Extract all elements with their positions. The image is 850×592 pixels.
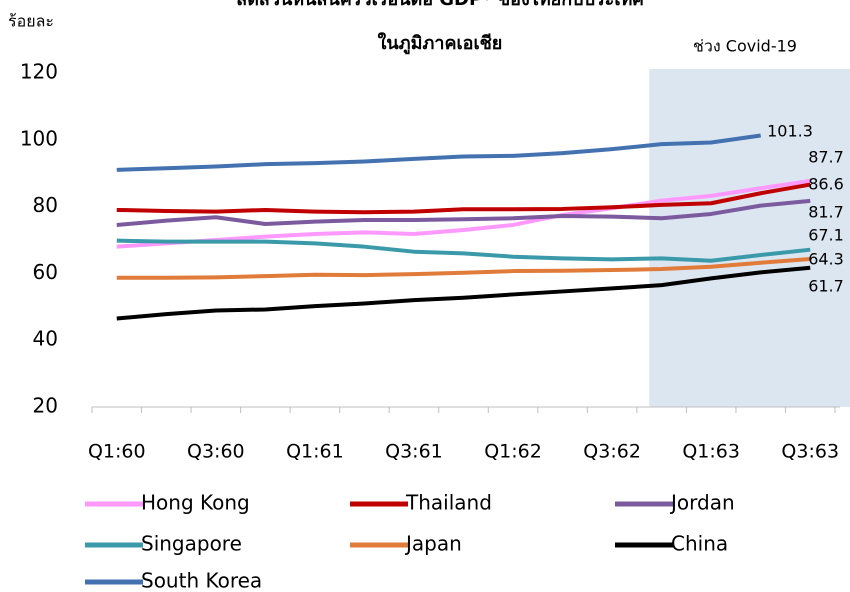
chart-title: สัดส่วนหนี้สินครัวเรือนต่อ GDP* ของไทยกั… — [236, 0, 644, 10]
x-tick-label: Q3:61 — [385, 441, 443, 463]
x-tick-label: Q3:60 — [187, 441, 245, 463]
covid-shade — [649, 69, 850, 407]
y-tick-label: 100 — [20, 126, 58, 150]
y-tick-label: 60 — [33, 260, 58, 284]
series-line — [116, 257, 811, 280]
x-tick-label: Q1:63 — [682, 441, 740, 463]
legend-label: Japan — [404, 532, 462, 556]
legend-label: Jordan — [669, 491, 735, 515]
legend-label: Singapore — [141, 532, 242, 556]
data-label: 86.6 — [808, 175, 844, 194]
legend-label: China — [671, 532, 728, 556]
data-label: 87.7 — [808, 148, 844, 167]
x-tick-label: Q1:61 — [286, 441, 344, 463]
y-tick-label: 40 — [33, 327, 58, 351]
series-line — [116, 238, 811, 263]
data-label: 64.3 — [808, 250, 844, 269]
y-tick-label: 120 — [20, 60, 58, 84]
legend-label: South Korea — [141, 569, 262, 592]
annotation: ช่วง Covid-19 — [693, 37, 797, 56]
x-tick-label: Q1:60 — [88, 441, 146, 463]
legend-label: Thailand — [405, 491, 492, 515]
data-label: 81.7 — [808, 203, 844, 222]
legend-label: Hong Kong — [141, 491, 250, 515]
data-label: 101.3 — [767, 122, 813, 141]
y-axis-label: ร้อยละ — [8, 12, 54, 31]
series-line — [116, 178, 811, 249]
series-line — [116, 182, 811, 215]
y-tick-label: 80 — [33, 193, 58, 217]
chart-title: ในภูมิภาคเอเชีย — [378, 32, 503, 55]
x-tick-label: Q3:63 — [781, 441, 839, 463]
series-line — [116, 265, 811, 321]
x-tick-label: Q3:62 — [583, 441, 641, 463]
y-tick-label: 20 — [33, 394, 58, 418]
data-label: 67.1 — [808, 226, 844, 245]
x-tick-label: Q1:62 — [484, 441, 542, 463]
series-line — [116, 198, 811, 227]
series-line — [116, 133, 761, 172]
data-label: 61.7 — [808, 277, 844, 296]
